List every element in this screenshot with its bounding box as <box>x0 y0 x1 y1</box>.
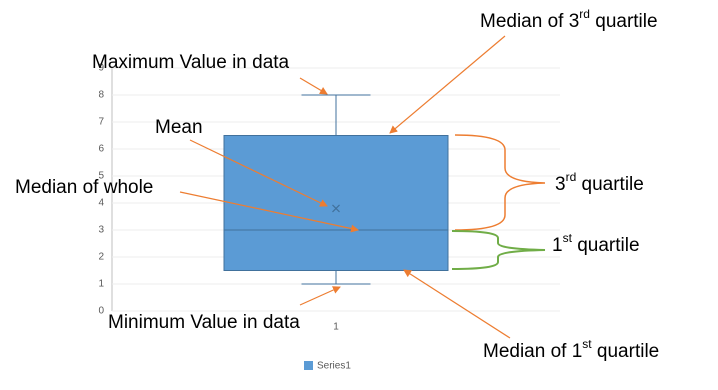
y-tick-label: 3 <box>98 225 104 236</box>
annotation-sup: rd <box>566 170 577 184</box>
arrow <box>179 191 359 233</box>
annotation: Median of 1st quartile <box>483 337 659 362</box>
y-tick-label: 5 <box>98 171 104 182</box>
annotation: Median of whole <box>15 177 153 198</box>
arrow <box>299 286 341 306</box>
arrow <box>403 269 511 339</box>
annotation-text: quartile <box>592 341 660 362</box>
y-tick-label: 0 <box>98 306 104 317</box>
annotation: 1st quartile <box>552 231 640 256</box>
annotation: Maximum Value in data <box>92 52 290 73</box>
y-tick-label: 4 <box>98 198 104 209</box>
brace <box>454 134 546 231</box>
annotation-sup: st <box>563 231 573 245</box>
legend-swatch <box>304 361 313 370</box>
annotation-sup: st <box>582 337 592 351</box>
annotation: Median of 3rd quartile <box>480 7 658 32</box>
arrow <box>389 35 506 134</box>
y-tick-label: 8 <box>98 90 104 101</box>
y-tick-label: 2 <box>98 252 104 263</box>
annotation-text: Median of 3 <box>480 11 579 32</box>
y-tick-label: 9 <box>98 63 104 74</box>
annotation: Minimum Value in data <box>108 312 300 333</box>
annotation-sup: rd <box>579 7 590 21</box>
arrows <box>179 35 546 339</box>
annotation: 3rd quartile <box>555 170 644 195</box>
arrow <box>299 77 328 95</box>
y-tick-label: 6 <box>98 144 104 155</box>
annotation-text: 3 <box>555 174 566 195</box>
annotation-text: quartile <box>590 11 658 32</box>
y-tick-label: 1 <box>98 279 104 290</box>
box <box>223 135 449 271</box>
annotation-text: quartile <box>576 174 644 195</box>
annotation-text: quartile <box>572 235 640 256</box>
annotation-text: Median of 1 <box>483 341 582 362</box>
mean-marker <box>332 204 340 213</box>
y-tick-label: 7 <box>98 117 104 128</box>
x-tick-label: 1 <box>333 322 339 333</box>
brace <box>451 230 546 270</box>
annotation-text: 1 <box>552 235 563 256</box>
annotation: Mean <box>155 117 203 138</box>
arrow <box>189 139 328 207</box>
legend-label: Series1 <box>317 361 351 372</box>
